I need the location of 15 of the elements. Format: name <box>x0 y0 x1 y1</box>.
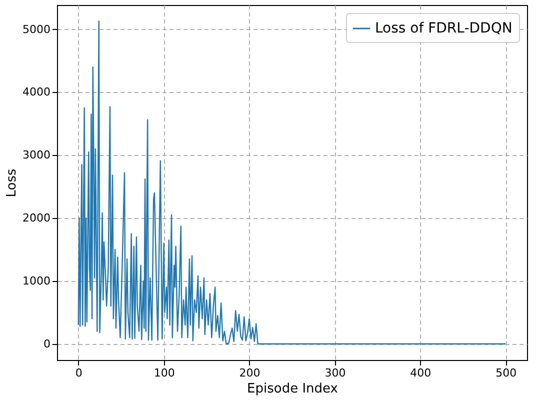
y-tick-label: 5000 <box>22 22 50 36</box>
y-tick-label: 0 <box>44 337 50 350</box>
legend-label: Loss of FDRL-DDQN <box>375 20 512 36</box>
x-tick-label: 400 <box>410 366 432 380</box>
x-tick-label: 500 <box>496 366 517 380</box>
y-axis-title: Loss <box>4 168 20 198</box>
x-tick-label: 200 <box>239 366 260 380</box>
y-tick-label: 1000 <box>22 274 50 288</box>
y-tick-label: 4000 <box>22 86 50 99</box>
x-tick-label: 100 <box>154 366 175 380</box>
y-tick-label: 3000 <box>22 148 50 162</box>
y-tick-label: 2000 <box>22 212 50 225</box>
x-axis-title: Episode Index <box>247 382 338 396</box>
x-tick-label: 300 <box>324 366 346 380</box>
x-tick-label: 0 <box>75 366 82 380</box>
